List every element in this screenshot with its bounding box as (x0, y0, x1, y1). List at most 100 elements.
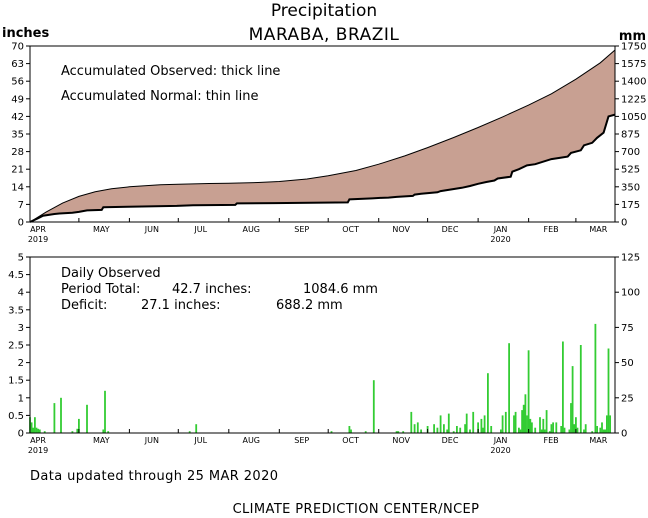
daily-bar (43, 431, 46, 433)
tick-label: 4.5 (8, 270, 24, 281)
deficit-mm: 688.2 mm (276, 298, 343, 313)
accumulated-left-axis: 0 7 14 21 28 35 42 49 56 63 70 (11, 42, 30, 229)
normal-note: Accumulated Normal: thin line (61, 89, 259, 104)
daily-bar (446, 429, 449, 433)
accumulated-frame (29, 45, 616, 223)
month-label: JUL (193, 225, 207, 234)
daily-bar (420, 429, 422, 433)
tick-label: 1575 (621, 59, 646, 70)
daily-bar (410, 411, 413, 433)
daily-bar (348, 426, 351, 433)
month-label: FEB (543, 436, 558, 445)
daily-bar (86, 404, 88, 433)
daily-bar (521, 410, 523, 433)
daily-bar (548, 431, 551, 433)
daily-bar (524, 394, 527, 433)
tick-label: 525 (621, 165, 640, 176)
month-label: JUL (193, 436, 207, 445)
daily-frame (29, 256, 616, 434)
month-label: NOV (392, 436, 410, 445)
accumulated-month-axis: APR MAY JUN JUL AUG SEP OCT NOV DEC JAN FEB MAR 2019… (28, 218, 608, 244)
daily-bar (573, 424, 576, 433)
daily-bar (568, 429, 571, 433)
daily-bar (459, 427, 462, 433)
daily-bar (469, 429, 471, 433)
daily-label: Daily Observed (61, 266, 161, 281)
tick-label: 50 (621, 358, 634, 369)
daily-bar (560, 426, 563, 433)
daily-bar (195, 424, 198, 433)
tick-label: 0 (621, 429, 627, 440)
period-total-label: Period Total: (61, 282, 140, 297)
year-label: 2020 (490, 446, 510, 455)
daily-bar (552, 422, 554, 433)
tick-label: 42 (11, 112, 24, 123)
period-total-inches: 42.7 inches: (172, 282, 251, 297)
tick-label: 2.5 (8, 341, 24, 352)
daily-bar (372, 380, 375, 433)
daily-bar (526, 415, 528, 433)
daily-bar (71, 431, 74, 433)
daily-bar (350, 429, 352, 433)
month-label: AUG (242, 436, 260, 445)
daily-bar (477, 422, 479, 433)
tick-label: 1400 (621, 77, 646, 88)
daily-bar (30, 422, 33, 433)
daily-bar (599, 427, 602, 433)
month-label: APR (30, 436, 46, 445)
daily-bar (519, 429, 522, 433)
daily-bar (522, 404, 525, 433)
daily-bar (563, 427, 566, 433)
daily-bar (483, 415, 486, 433)
daily-bar (609, 415, 611, 433)
daily-bar (504, 411, 507, 433)
daily-bar (395, 431, 398, 433)
tick-label: 1 (18, 393, 24, 404)
daily-bar (472, 411, 475, 433)
tick-label: 3.5 (8, 305, 24, 316)
daily-bar (542, 418, 545, 433)
month-label: AUG (242, 225, 260, 234)
deficit-label: Deficit: (61, 298, 107, 313)
daily-bar (527, 350, 530, 433)
daily-bar (562, 341, 564, 433)
daily-bar (413, 424, 416, 433)
accumulated-panel: 0 7 14 21 28 35 42 49 56 63 70 0 175 350 525 700 875 105… (11, 42, 646, 245)
daily-bar (330, 431, 333, 433)
tick-label: 49 (11, 94, 24, 105)
right-unit-label: mm (619, 29, 646, 44)
source-credit: CLIMATE PREDICTION CENTER/NCEP (233, 502, 480, 517)
daily-bar (78, 418, 80, 433)
daily-bar (482, 427, 484, 433)
tick-label: 100 (621, 288, 640, 299)
daily-bar (38, 429, 41, 433)
daily-bar (60, 397, 62, 433)
month-label: MAY (93, 436, 110, 445)
daily-bar (584, 424, 587, 433)
chart-location: MARABA, BRAZIL (249, 25, 400, 45)
daily-bar (501, 415, 504, 433)
daily-bar (480, 418, 483, 433)
daily-bar (550, 424, 553, 433)
tick-label: 14 (11, 182, 24, 193)
tick-label: 1750 (621, 42, 646, 53)
daily-bar (606, 415, 608, 433)
daily-bar (529, 418, 532, 433)
deficit-line: Deficit: 27.1 inches: 688.2 mm (61, 298, 343, 313)
daily-bar (188, 431, 191, 433)
month-label: MAY (93, 225, 110, 234)
daily-panel: 0 0.5 1 1.5 2 2.5 3 3.5 4 4.5 5 0 25 50 75 100 125 APR M… (8, 253, 640, 456)
month-label: APR (30, 225, 46, 234)
daily-bar (591, 431, 594, 433)
daily-bar (545, 410, 548, 433)
month-label: SEP (294, 436, 309, 445)
tick-label: 56 (11, 77, 24, 88)
daily-bar (443, 424, 445, 433)
tick-label: 35 (11, 130, 24, 141)
daily-bar (490, 426, 493, 433)
daily-bar (540, 429, 543, 433)
month-label: NOV (392, 225, 410, 234)
tick-label: 0.5 (8, 411, 24, 422)
daily-bar (102, 429, 105, 433)
